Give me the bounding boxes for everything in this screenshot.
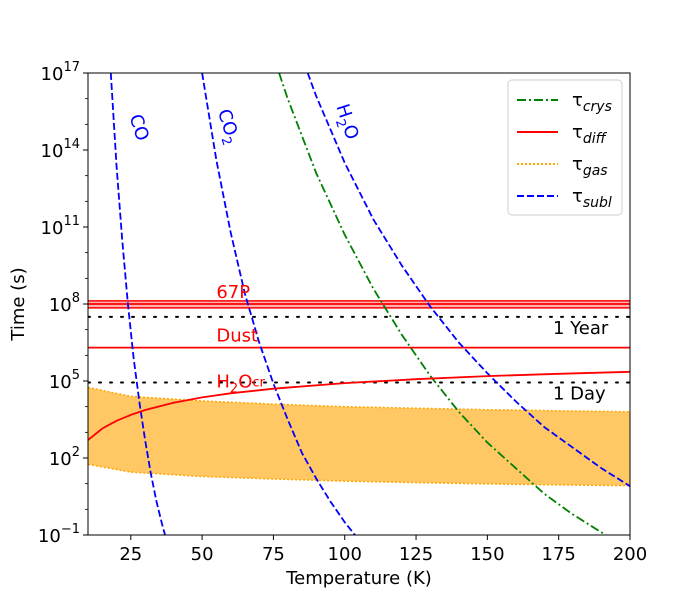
y-tick-label--1: 10−1 [38,522,80,547]
x-tick-label-100: 100 [328,544,362,565]
legend-label-subl: τsubl [572,186,612,211]
series-subl-1 [201,73,357,535]
series-crys-3 [278,73,608,535]
y-tick-label-5: 105 [49,368,80,393]
label-1-year: 1 Year [553,318,609,339]
x-tick-label-175: 175 [542,544,576,565]
x-axis-title: Temperature (K) [285,568,432,589]
label-1-day: 1 Day [553,384,606,405]
x-tick-label-25: 25 [119,544,142,565]
plot-area [88,73,630,535]
y-tick-label-17: 1017 [41,60,80,85]
axes: 25 50 75 100 125 150 175 200 1017 1014 1011 108 105 1… [38,60,647,565]
y-tick-label-11: 1011 [41,214,80,239]
gas-band-lower-line [88,463,630,487]
label-67p: 67P [216,282,250,303]
legend-label-crys: τcrys [572,90,612,115]
x-tick-label-50: 50 [191,544,214,565]
gas-band-upper-line [88,386,630,413]
series-subl-2 [306,73,630,487]
y-tick-label-2: 102 [49,445,80,470]
label-dust: Dust [216,326,258,347]
legend: τcrys τdiff τgas τsubl [507,79,623,216]
legend-label-gas: τgas [572,154,608,179]
legend-box [507,79,623,216]
curve-label-2: H2O [328,101,363,143]
label-h2o-cr: H2Ocr [216,371,265,396]
gas-band-fill [88,387,630,486]
y-tick-label-8: 108 [49,291,80,316]
x-tick-label-75: 75 [262,544,285,565]
x-tick-label-200: 200 [613,544,647,565]
y-axis-title: Time (s) [8,267,29,341]
legend-label-diff: τdiff [572,122,608,147]
x-tick-label-150: 150 [470,544,504,565]
y-tick-label-14: 1014 [41,137,80,162]
x-tick-label-125: 125 [399,544,433,565]
series-diff-4 [88,370,630,441]
